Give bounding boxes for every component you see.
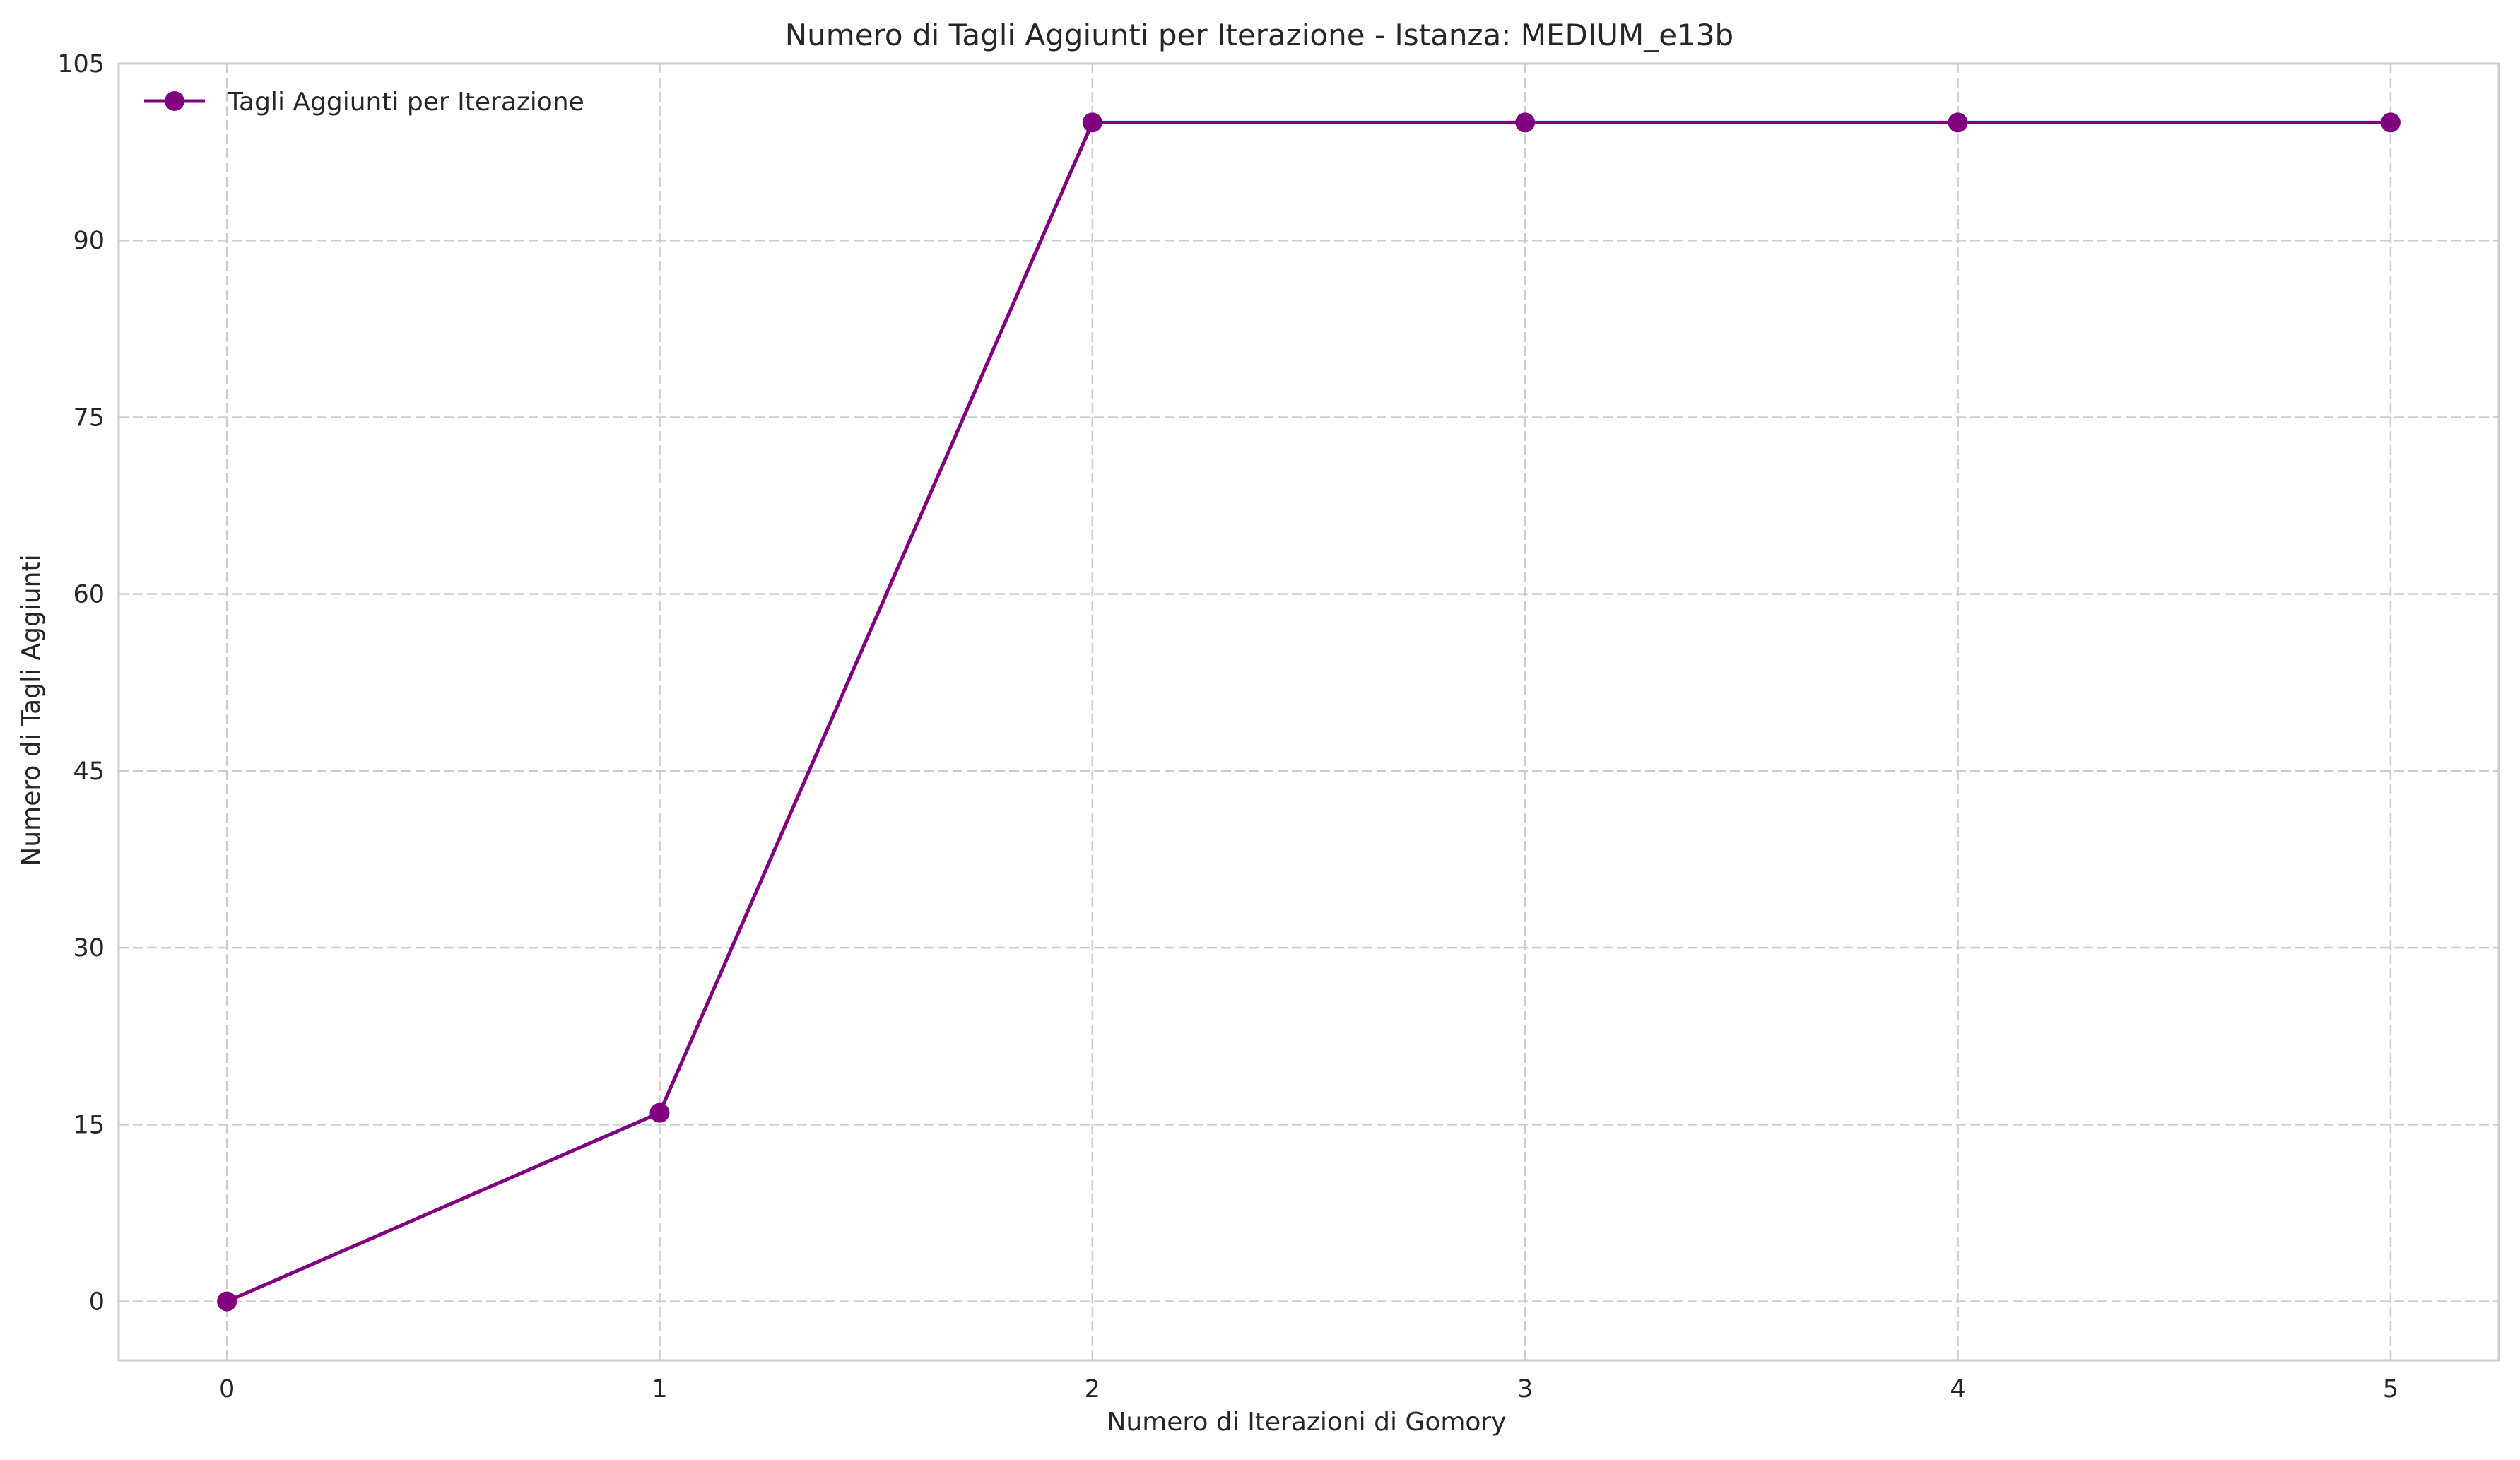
series-layer xyxy=(217,112,2401,1312)
data-point-0-4 xyxy=(1948,112,1968,133)
y-tick-label-0: 0 xyxy=(89,1288,105,1317)
x-tick-label-3: 3 xyxy=(1517,1375,1533,1403)
y-tick-label-105: 105 xyxy=(57,50,105,78)
legend: Tagli Aggiunti per Iterazione xyxy=(144,88,584,117)
data-point-0-3 xyxy=(1515,112,1536,133)
data-point-0-2 xyxy=(1082,112,1102,133)
legend-label: Tagli Aggiunti per Iterazione xyxy=(227,88,584,117)
legend-marker-swatch xyxy=(165,91,184,111)
x-tick-label-5: 5 xyxy=(2383,1375,2398,1403)
chart-title: Numero di Tagli Aggiunti per Iterazione … xyxy=(785,18,1733,52)
y-tick-label-90: 90 xyxy=(73,227,105,255)
x-tick-label-4: 4 xyxy=(1950,1375,1965,1403)
x-tick-label-2: 2 xyxy=(1085,1375,1100,1403)
x-tick-label-1: 1 xyxy=(652,1375,667,1403)
y-tick-label-15: 15 xyxy=(73,1111,105,1139)
series-line-0 xyxy=(226,120,2391,1303)
data-point-0-5 xyxy=(2380,112,2401,133)
x-axis-label: Numero di Iterazioni di Gomory xyxy=(1107,1408,1506,1437)
data-point-0-0 xyxy=(217,1291,237,1312)
y-tick-label-75: 75 xyxy=(73,404,105,432)
x-tick-label-0: 0 xyxy=(219,1375,235,1403)
y-axis-label: Numero di Tagli Aggiunti xyxy=(17,554,46,866)
plot-frame xyxy=(117,62,2500,1362)
y-tick-label-45: 45 xyxy=(73,758,105,786)
y-tick-label-30: 30 xyxy=(73,934,105,962)
y-tick-label-60: 60 xyxy=(73,581,105,609)
data-point-0-1 xyxy=(649,1102,670,1123)
